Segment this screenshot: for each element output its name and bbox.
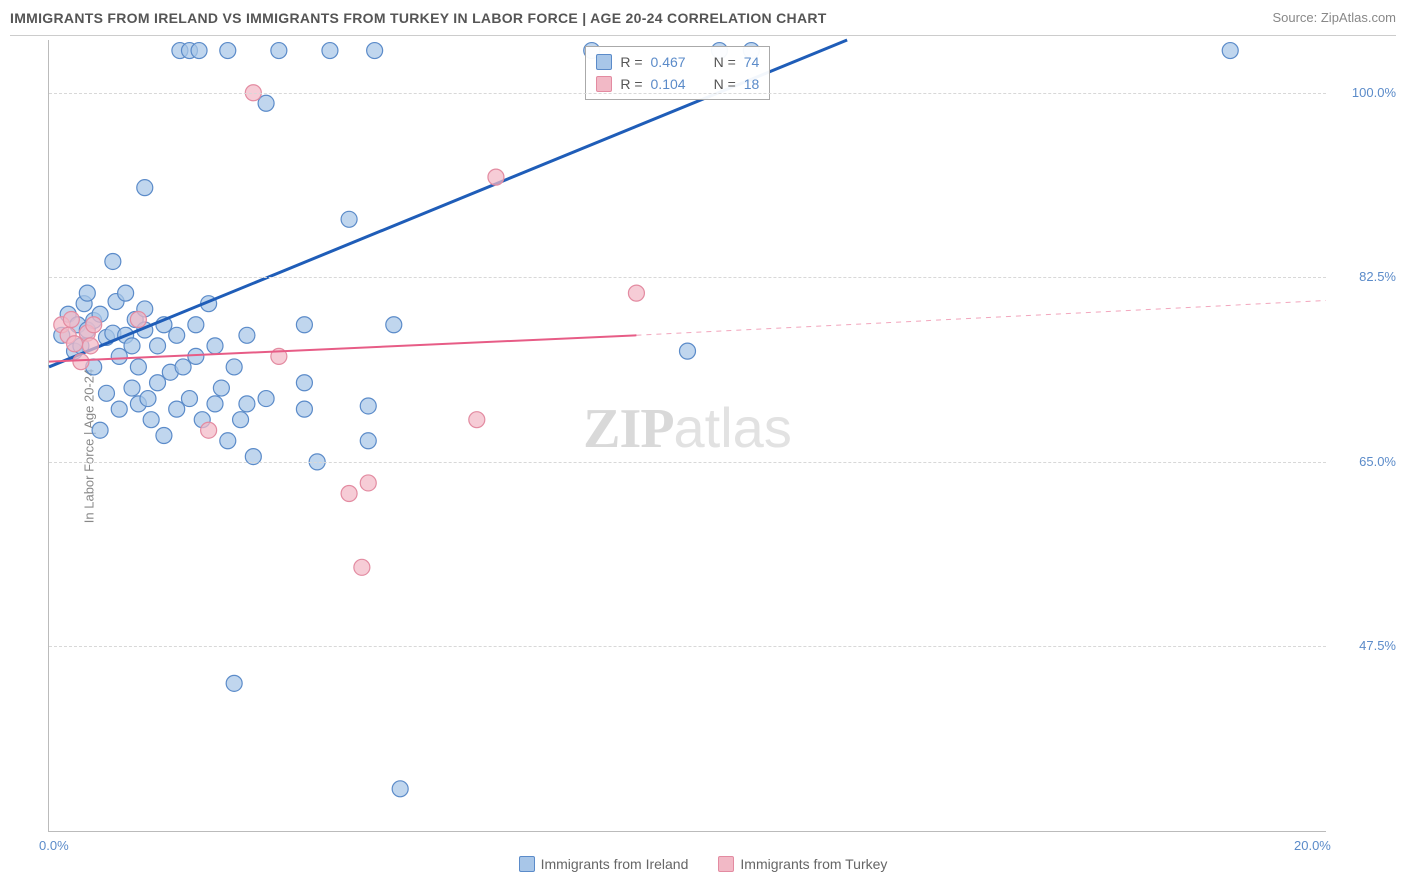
x-tick-label: 20.0% [1294,838,1331,853]
gridline [49,277,1326,278]
correlation-row: R = 0.467 N = 74 [596,51,759,73]
data-point [226,675,242,691]
data-point [360,433,376,449]
data-point [296,317,312,333]
data-point [73,354,89,370]
plot-area: ZIPatlas R =0.467N =74R =0.104N =18 47.5… [48,40,1326,832]
data-point [111,348,127,364]
data-point [124,380,140,396]
x-tick-label: 0.0% [39,838,69,853]
data-point [392,781,408,797]
legend-label: Immigrants from Ireland [541,856,689,872]
correlation-box: R = 0.467 N = 74 R = 0.104 N = 18 [585,46,770,100]
data-point [175,359,191,375]
data-point [341,486,357,502]
regression-line-extrapolated [636,301,1326,336]
data-point [124,338,140,354]
data-point [191,43,207,59]
data-point [367,43,383,59]
n-label: N = [714,54,736,70]
data-point [322,43,338,59]
data-point [105,253,121,269]
data-point [680,343,696,359]
legend-swatch [596,76,612,92]
data-point [130,359,146,375]
data-point [226,359,242,375]
data-point [83,338,99,354]
legend-swatch [718,856,734,872]
r-value: 0.467 [651,54,686,70]
data-point [169,327,185,343]
gridline [49,93,1326,94]
data-point [258,391,274,407]
data-point [86,317,102,333]
chart-title: IMMIGRANTS FROM IRELAND VS IMMIGRANTS FR… [10,10,827,26]
gridline [49,646,1326,647]
data-point [63,311,79,327]
data-point [98,385,114,401]
data-point [213,380,229,396]
data-point [628,285,644,301]
data-point [1222,43,1238,59]
data-point [67,336,83,352]
data-point [118,285,134,301]
data-point [239,327,255,343]
data-point [354,559,370,575]
legend-label: Immigrants from Turkey [740,856,887,872]
data-point [220,43,236,59]
y-tick-label: 100.0% [1336,85,1396,100]
data-point [220,433,236,449]
data-point [296,375,312,391]
data-point [296,401,312,417]
data-point [341,211,357,227]
data-point [130,311,146,327]
data-point [188,348,204,364]
n-label: N = [714,76,736,92]
source-label: Source: ZipAtlas.com [1272,10,1396,25]
data-point [140,391,156,407]
data-point [488,169,504,185]
r-label: R = [620,54,642,70]
data-point [156,428,172,444]
data-point [386,317,402,333]
data-point [111,401,127,417]
data-point [188,317,204,333]
data-point [233,412,249,428]
legend-item: Immigrants from Turkey [718,856,887,872]
data-point [271,43,287,59]
gridline [49,462,1326,463]
correlation-row: R = 0.104 N = 18 [596,73,759,95]
data-point [169,401,185,417]
bottom-legend: Immigrants from Ireland Immigrants from T… [0,856,1406,872]
data-point [150,338,166,354]
data-point [360,475,376,491]
legend-swatch [596,54,612,70]
data-point [201,422,217,438]
data-point [181,391,197,407]
n-value: 74 [744,54,760,70]
n-value: 18 [744,76,760,92]
data-point [143,412,159,428]
data-point [79,285,95,301]
y-tick-label: 65.0% [1336,454,1396,469]
legend-item: Immigrants from Ireland [519,856,689,872]
r-label: R = [620,76,642,92]
data-point [150,375,166,391]
data-point [239,396,255,412]
y-tick-label: 82.5% [1336,269,1396,284]
y-tick-label: 47.5% [1336,638,1396,653]
legend-swatch [519,856,535,872]
data-point [207,338,223,354]
data-point [469,412,485,428]
data-point [137,180,153,196]
chart-header: IMMIGRANTS FROM IRELAND VS IMMIGRANTS FR… [10,6,1396,36]
r-value: 0.104 [651,76,686,92]
data-point [360,398,376,414]
data-point [92,422,108,438]
data-point [207,396,223,412]
data-point [258,95,274,111]
scatter-svg [49,40,1326,831]
